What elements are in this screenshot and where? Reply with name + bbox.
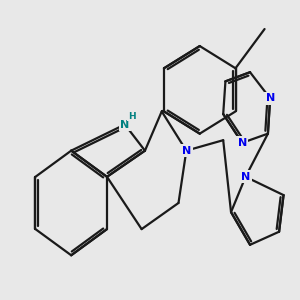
Text: H: H bbox=[128, 112, 135, 121]
Text: N: N bbox=[182, 146, 191, 156]
Text: N: N bbox=[238, 138, 247, 148]
Text: N: N bbox=[241, 172, 250, 182]
Text: N: N bbox=[120, 119, 130, 130]
Text: N: N bbox=[266, 93, 275, 103]
